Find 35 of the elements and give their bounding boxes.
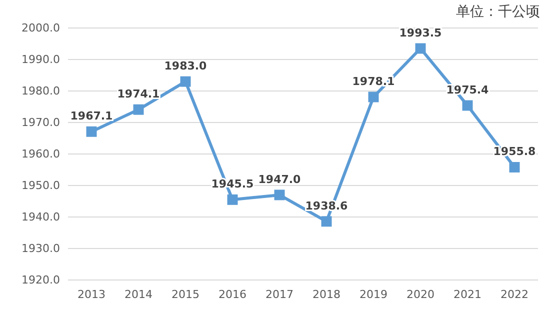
data-label: 1947.0 (258, 172, 302, 186)
y-tick-label: 1960.0 (22, 148, 60, 161)
point (462, 100, 473, 111)
x-tick-label: 2022 (500, 288, 528, 301)
y-tick-label: 1990.0 (22, 53, 60, 66)
point (415, 43, 426, 54)
x-tick-label: 2019 (360, 288, 388, 301)
y-tick-label: 1930.0 (22, 242, 60, 256)
x-tick-label: 2016 (218, 288, 246, 301)
point (180, 76, 191, 87)
y-tick-label: 1920.0 (22, 274, 60, 287)
x-tick-label: 2014 (124, 288, 152, 301)
data-label: 1967.1 (70, 110, 113, 123)
x-tick-label: 2020 (406, 288, 434, 301)
point (509, 162, 520, 172)
y-tick-label: 1940.0 (22, 210, 60, 224)
point (133, 104, 144, 115)
x-tick-label: 2015 (172, 288, 200, 301)
point (86, 126, 97, 137)
data-label: 1974.1 (117, 88, 160, 101)
x-tick-label: 2021 (454, 288, 482, 301)
y-tick-label: 1970.0 (22, 116, 60, 130)
point (321, 216, 332, 227)
point (227, 194, 238, 205)
point (274, 190, 285, 200)
y-tick-label: 1980.0 (22, 84, 60, 98)
y-tick-label: 1950.0 (22, 179, 60, 192)
data-label: 1983.0 (164, 60, 208, 73)
text: 单位：千公顷 (456, 4, 540, 20)
x-tick-label: 2013 (78, 288, 106, 301)
data-label: 1993.5 (399, 26, 442, 40)
y-tick-label: 2000.0 (22, 22, 60, 35)
x-tick-label: 2018 (312, 288, 340, 301)
x-tick-label: 2017 (266, 288, 294, 301)
point (368, 92, 379, 102)
